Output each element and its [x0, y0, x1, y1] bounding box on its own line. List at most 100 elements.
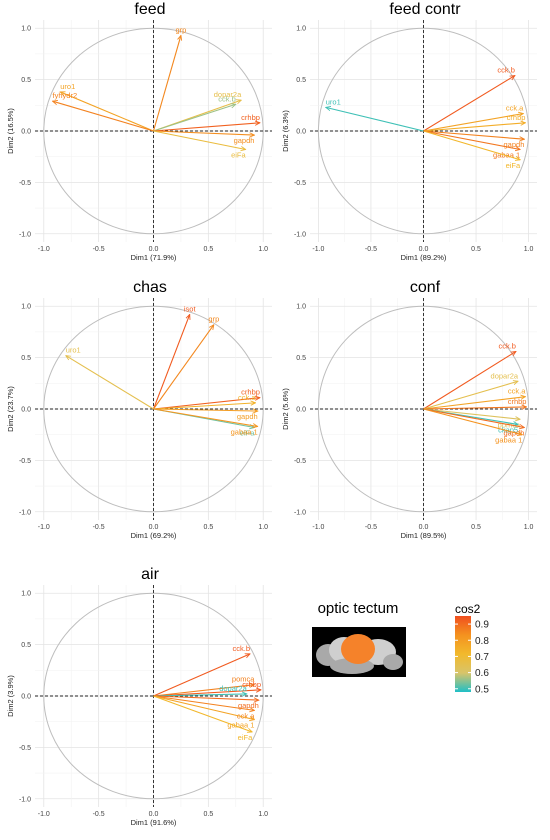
variable-arrow	[423, 130, 521, 160]
variable-label: isot	[184, 304, 197, 313]
variable-arrow	[153, 398, 260, 410]
x-axis-label: Dim1 (91.6%)	[131, 818, 177, 827]
variable-arrow	[423, 351, 516, 410]
variable-label: crhbp	[241, 113, 260, 122]
variable-label: dopar2a	[491, 371, 519, 380]
variable-arrow	[153, 695, 255, 710]
variable-label: cck.b	[498, 341, 516, 350]
y-tick-label: 0.0	[296, 407, 306, 414]
variable-label: grp	[176, 25, 187, 34]
x-axis-label: Dim1 (89.5%)	[401, 531, 447, 540]
x-tick-label: 0.5	[203, 524, 213, 531]
variable-label: cck.a	[238, 393, 256, 402]
y-tick-label: -0.5	[19, 458, 31, 465]
legend-title: cos2	[455, 602, 481, 616]
y-tick-label: 0.5	[296, 355, 306, 362]
variable-arrow	[153, 685, 255, 697]
variable-label: ckap5	[498, 425, 518, 434]
pca-panel-feed-contr: -1.0 -1.0 -0.5 -0.5 0.0 0.0 0.5 0.5 1.0 1.0 feed c…	[281, 1, 537, 262]
x-tick-label: -0.5	[365, 246, 377, 253]
y-tick-label: 1.0	[21, 26, 31, 33]
legend-tick-label: 0.5	[475, 684, 489, 695]
x-tick-label: 0.5	[471, 246, 481, 253]
x-tick-label: -1.0	[38, 811, 50, 818]
y-tick-label: 0.5	[21, 355, 31, 362]
correlation-circle	[317, 27, 530, 235]
variable-label: cck.a	[237, 711, 255, 720]
variable-label: gabaa 1	[227, 721, 254, 730]
y-tick-label: -0.5	[294, 180, 306, 187]
variable-arrow	[153, 694, 247, 696]
y-tick-label: -1.0	[19, 509, 31, 516]
variable-arrow	[423, 130, 525, 139]
y-axis-label: Dim2 (23.7%)	[6, 386, 15, 432]
legend-color-bar	[455, 616, 471, 692]
x-tick-label: 1.0	[524, 246, 534, 253]
correlation-circle	[43, 592, 264, 800]
variable-arrow	[153, 130, 255, 135]
x-axis-label: Dim1 (71.9%)	[131, 253, 177, 262]
variable-label: crhbp	[508, 397, 527, 406]
variable-arrow	[153, 695, 253, 732]
variable-arrow	[53, 101, 154, 132]
correlation-circle	[43, 305, 264, 513]
y-tick-label: 0.5	[21, 642, 31, 649]
variable-label: crhbp	[242, 680, 261, 689]
variable-label: cck.b	[233, 644, 251, 653]
x-tick-label: 0.5	[203, 246, 213, 253]
variable-arrow	[66, 356, 154, 410]
x-tick-label: 0.0	[149, 524, 159, 531]
variable-arrow	[423, 408, 525, 428]
x-tick-label: -0.5	[93, 524, 105, 531]
variable-arrow	[153, 690, 262, 697]
y-tick-label: -0.5	[19, 180, 31, 187]
variable-arrow	[423, 408, 523, 435]
variable-label: uro1	[66, 346, 81, 355]
x-tick-label: -0.5	[365, 524, 377, 531]
variable-arrow	[423, 130, 521, 150]
variable-label: gabaa 1	[495, 436, 522, 445]
panel-title: air	[141, 566, 159, 583]
panel-title: chas	[133, 279, 167, 296]
variable-arrow	[152, 314, 190, 410]
x-tick-label: 1.0	[258, 811, 268, 818]
x-tick-label: -0.5	[93, 811, 105, 818]
y-tick-label: 0.0	[21, 694, 31, 701]
y-tick-label: -0.5	[294, 458, 306, 465]
variable-label: gabaa 1	[231, 427, 258, 436]
x-tick-label: -1.0	[312, 246, 324, 253]
variable-arrow	[153, 695, 259, 700]
x-tick-label: 1.0	[258, 246, 268, 253]
y-tick-label: -1.0	[294, 509, 306, 516]
y-tick-label: 0.0	[296, 129, 306, 136]
variable-arrow	[423, 76, 515, 132]
variable-label: dopar2a	[219, 684, 247, 693]
variable-arrow	[153, 403, 256, 410]
pca-panel-air: -1.0 -1.0 -0.5 -0.5 0.0 0.0 0.5 0.5 1.0 1.0 air Dim…	[6, 566, 272, 827]
x-tick-label: 0.5	[203, 811, 213, 818]
variable-label: eiFa	[240, 429, 255, 438]
y-tick-label: 0.0	[21, 129, 31, 136]
variable-arrow	[423, 407, 527, 409]
y-tick-label: -1.0	[19, 796, 31, 803]
panel-title: feed contr	[389, 1, 461, 18]
variable-label: dopar2a	[214, 90, 242, 99]
variable-arrow	[153, 695, 255, 720]
y-tick-label: -1.0	[19, 231, 31, 238]
y-axis-label: Dim2 (3.9%)	[6, 675, 15, 717]
legend-tick-label: 0.6	[475, 668, 489, 679]
y-tick-label: -0.5	[19, 745, 31, 752]
y-axis-label: Dim2 (6.3%)	[281, 110, 290, 152]
variable-arrow	[153, 653, 251, 697]
variable-arrow	[153, 130, 246, 150]
x-tick-label: -1.0	[38, 524, 50, 531]
y-tick-label: 0.5	[21, 77, 31, 84]
variable-label: uro1	[326, 97, 341, 106]
y-axis-label: Dim2 (16.5%)	[6, 108, 15, 154]
legend-tick-label: 0.8	[475, 636, 489, 647]
x-tick-label: 0.0	[149, 811, 159, 818]
variable-arrow	[423, 397, 526, 410]
pca-panel-feed: -1.0 -1.0 -0.5 -0.5 0.0 0.0 0.5 0.5 1.0 1.0 feed Di…	[6, 1, 272, 262]
variable-arrow	[153, 104, 236, 132]
